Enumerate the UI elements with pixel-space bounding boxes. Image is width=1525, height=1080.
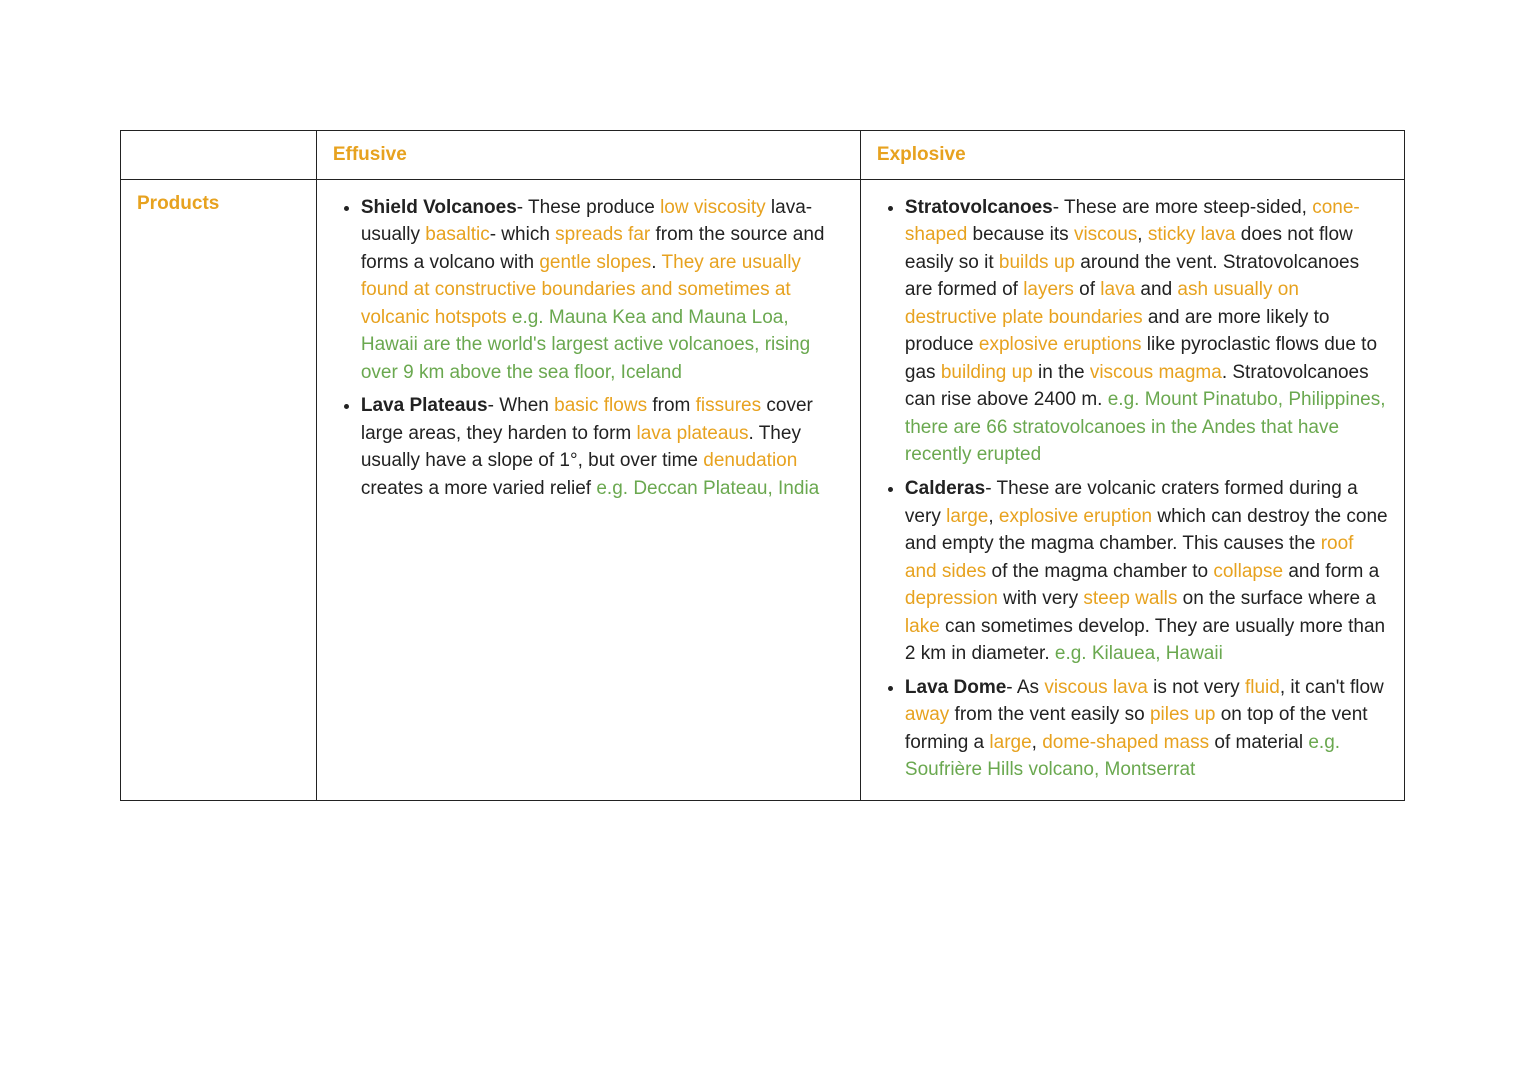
item-title: Calderas bbox=[905, 478, 985, 499]
header-explosive: Explosive bbox=[860, 131, 1404, 180]
item-title: Lava Dome bbox=[905, 677, 1006, 698]
row-label-products: Products bbox=[121, 179, 317, 800]
header-effusive: Effusive bbox=[316, 131, 860, 180]
document-page: Effusive Explosive Products Shield Volca… bbox=[0, 0, 1525, 801]
list-item: Shield Volcanoes- These produce low visc… bbox=[361, 194, 844, 387]
cell-explosive: Stratovolcanoes- These are more steep-si… bbox=[860, 179, 1404, 800]
list-item: Stratovolcanoes- These are more steep-si… bbox=[905, 194, 1388, 469]
cell-effusive: Shield Volcanoes- These produce low visc… bbox=[316, 179, 860, 800]
effusive-list: Shield Volcanoes- These produce low visc… bbox=[333, 194, 844, 503]
item-title: Lava Plateaus bbox=[361, 395, 488, 416]
table-header-row: Effusive Explosive bbox=[121, 131, 1405, 180]
list-item: Lava Dome- As viscous lava is not very f… bbox=[905, 674, 1388, 784]
list-item: Calderas- These are volcanic craters for… bbox=[905, 475, 1388, 668]
explosive-list: Stratovolcanoes- These are more steep-si… bbox=[877, 194, 1388, 784]
comparison-table: Effusive Explosive Products Shield Volca… bbox=[120, 130, 1405, 801]
list-item: Lava Plateaus- When basic flows from fis… bbox=[361, 392, 844, 502]
item-title: Stratovolcanoes bbox=[905, 197, 1053, 218]
header-empty bbox=[121, 131, 317, 180]
table-row: Products Shield Volcanoes- These produce… bbox=[121, 179, 1405, 800]
item-title: Shield Volcanoes bbox=[361, 197, 517, 218]
